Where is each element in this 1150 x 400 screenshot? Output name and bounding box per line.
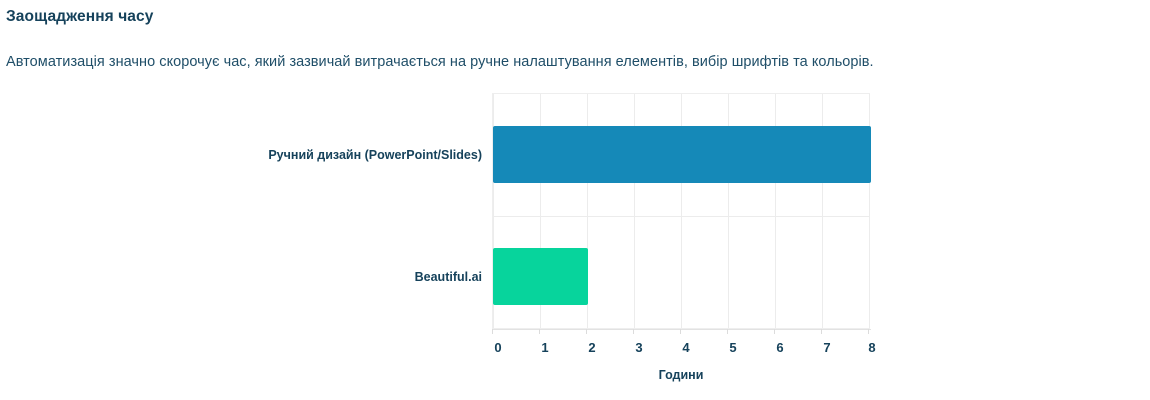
- x-tick-label-8: 8: [868, 340, 876, 355]
- plot-area: [492, 93, 871, 329]
- gridline-vertical: [775, 94, 776, 328]
- x-tick-label-7: 7: [823, 340, 831, 355]
- x-tick-label-2: 2: [588, 340, 596, 355]
- page-title: Заощадження часу: [6, 8, 154, 25]
- x-axis-tick: [539, 329, 540, 334]
- x-axis-tick: [680, 329, 681, 334]
- gridline-vertical: [493, 94, 494, 328]
- gridline-vertical: [587, 94, 588, 328]
- x-axis-tick: [492, 329, 493, 334]
- x-tick-label-0: 0: [494, 340, 502, 355]
- x-tick-label-5: 5: [729, 340, 737, 355]
- x-axis-tick: [868, 329, 869, 334]
- x-axis-tick: [774, 329, 775, 334]
- x-axis-tick: [586, 329, 587, 334]
- gridline-vertical: [634, 94, 635, 328]
- gridline-vertical: [681, 94, 682, 328]
- gridline-horizontal: [493, 216, 869, 217]
- section-description: Автоматизація значно скорочує час, який …: [6, 54, 874, 70]
- x-axis-tick: [633, 329, 634, 334]
- x-tick-label-4: 4: [682, 340, 690, 355]
- gridline-vertical: [869, 94, 870, 328]
- y-tick-label-manual-design: Ручний дизайн (PowerPoint/Slides): [268, 148, 482, 162]
- x-tick-label-3: 3: [635, 340, 643, 355]
- x-axis-tick: [727, 329, 728, 334]
- x-tick-label-1: 1: [541, 340, 549, 355]
- gridline-vertical: [822, 94, 823, 328]
- x-axis-title: Години: [658, 368, 704, 382]
- bar-beautifulai: [493, 248, 588, 305]
- x-tick-label-6: 6: [776, 340, 784, 355]
- gridline-vertical: [728, 94, 729, 328]
- gridline-vertical: [540, 94, 541, 328]
- bar-manual-design: [493, 126, 871, 183]
- x-axis-tick: [821, 329, 822, 334]
- y-tick-label-beautifulai: Beautiful.ai: [414, 270, 482, 284]
- x-axis-line: [492, 329, 871, 330]
